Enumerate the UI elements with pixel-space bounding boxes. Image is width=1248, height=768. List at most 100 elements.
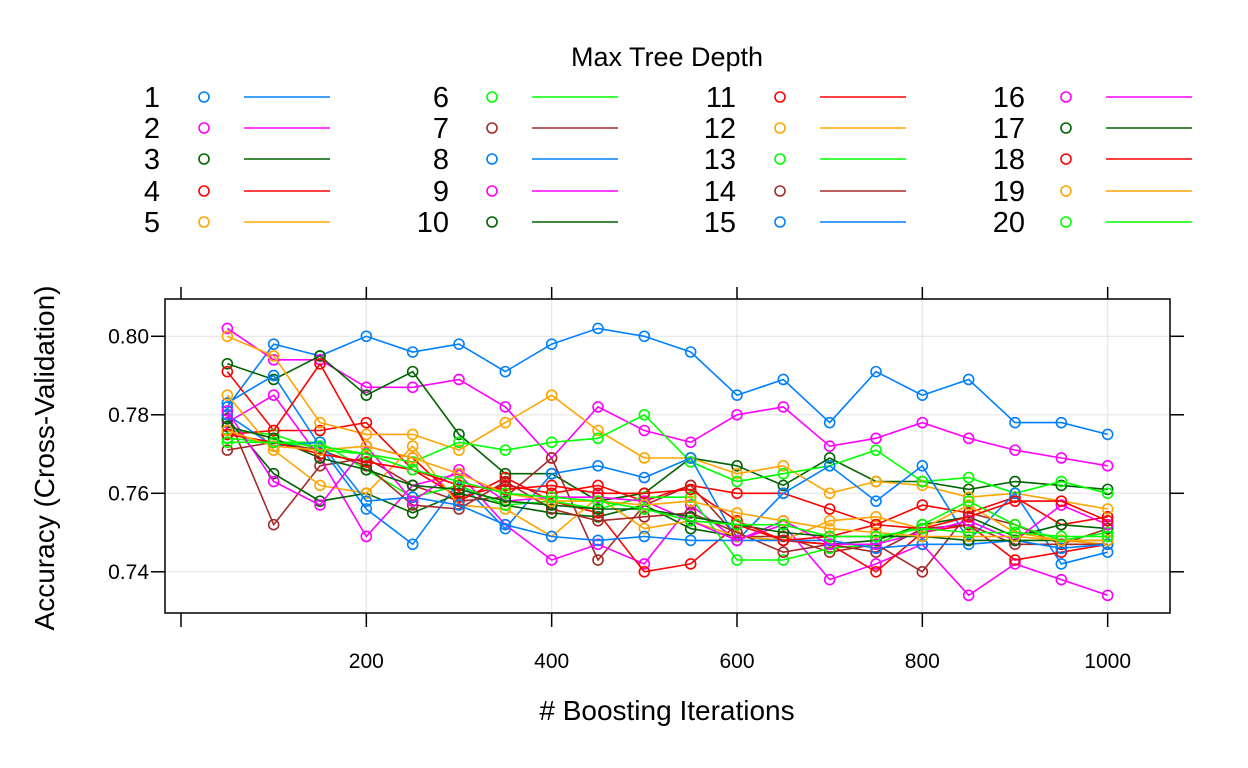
legend-item-1: 1 (144, 82, 330, 114)
data-point (638, 499, 651, 511)
data-point (221, 436, 234, 449)
data-point (962, 471, 975, 484)
data-point (221, 397, 234, 409)
data-point (638, 495, 651, 507)
legend-marker (486, 216, 498, 228)
data-point (1101, 428, 1114, 441)
data-point (870, 538, 882, 551)
legend-label: 4 (144, 176, 160, 208)
data-point (545, 499, 558, 511)
data-point (731, 460, 743, 472)
data-point (870, 518, 882, 531)
data-point (314, 495, 326, 507)
data-point (731, 467, 743, 480)
data-point (592, 554, 604, 566)
data-point (684, 558, 697, 570)
data-point (499, 444, 512, 456)
data-point (962, 530, 975, 543)
legend-item-3: 3 (144, 144, 330, 176)
series-group (221, 322, 1114, 602)
data-point (777, 546, 790, 558)
data-point (221, 408, 234, 421)
data-point (1009, 495, 1021, 507)
data-point (499, 495, 512, 507)
legend-label: 13 (704, 144, 736, 176)
data-point (731, 526, 743, 539)
data-point (777, 534, 790, 547)
data-point (1101, 503, 1114, 515)
legend-label: 19 (993, 176, 1025, 208)
data-point (360, 381, 373, 394)
data-point (360, 452, 373, 464)
data-point (638, 530, 651, 543)
data-point (777, 526, 790, 539)
data-point (221, 432, 234, 445)
data-point (406, 428, 419, 441)
legend-label: 7 (433, 113, 449, 145)
data-point (406, 452, 419, 464)
data-point (592, 514, 604, 527)
legend-item-9: 9 (433, 176, 618, 208)
data-point (453, 479, 465, 492)
series-19 (221, 424, 1114, 547)
data-point (684, 436, 697, 449)
legend-label: 1 (144, 82, 160, 114)
data-point (314, 350, 326, 362)
data-point (267, 518, 280, 531)
data-point (1101, 518, 1114, 531)
data-point (360, 389, 373, 401)
data-point (499, 475, 512, 488)
data-point (592, 401, 604, 413)
series-line-8 (226, 374, 1108, 565)
data-point (962, 491, 975, 504)
data-point (962, 534, 975, 547)
data-point (221, 405, 234, 417)
series-6 (221, 408, 1114, 500)
data-point (1055, 573, 1068, 586)
series-line-1 (226, 327, 1108, 436)
y-tick-label: 0.80 (108, 325, 149, 348)
data-point (916, 475, 929, 488)
legend-label: 8 (433, 144, 449, 176)
data-point (916, 389, 929, 401)
data-point (1055, 518, 1068, 531)
data-point (545, 436, 558, 449)
legend-marker (774, 185, 786, 197)
data-point (221, 444, 234, 456)
legend-label: 16 (993, 82, 1025, 114)
data-point (823, 546, 836, 558)
y-tick-label: 0.78 (108, 404, 149, 427)
data-point (731, 389, 743, 401)
legend-item-7: 7 (433, 113, 618, 145)
legend-marker (774, 91, 786, 103)
data-point (1055, 479, 1068, 492)
data-point (360, 448, 373, 460)
data-point (777, 401, 790, 413)
legend-marker (198, 122, 210, 134)
data-point (777, 479, 790, 492)
data-point (731, 514, 743, 527)
data-point (453, 444, 465, 456)
data-point (1101, 522, 1114, 535)
data-point (221, 420, 234, 433)
data-point (638, 522, 651, 535)
data-point (1055, 416, 1068, 429)
data-point (545, 495, 558, 507)
data-point (360, 503, 373, 515)
series-line-20 (227, 441, 1108, 538)
legend-label: 12 (704, 113, 736, 145)
data-point (731, 408, 743, 421)
series-20 (221, 436, 1114, 543)
data-point (499, 487, 512, 500)
data-point (406, 381, 419, 394)
data-point (314, 440, 326, 452)
data-point (453, 475, 465, 488)
data-point (1009, 530, 1021, 543)
legend-item-4: 4 (144, 176, 330, 208)
data-point (870, 534, 882, 547)
data-point (499, 518, 512, 531)
data-point (684, 456, 697, 468)
data-point (1055, 452, 1068, 464)
data-point (870, 365, 882, 378)
data-point (1009, 554, 1021, 566)
